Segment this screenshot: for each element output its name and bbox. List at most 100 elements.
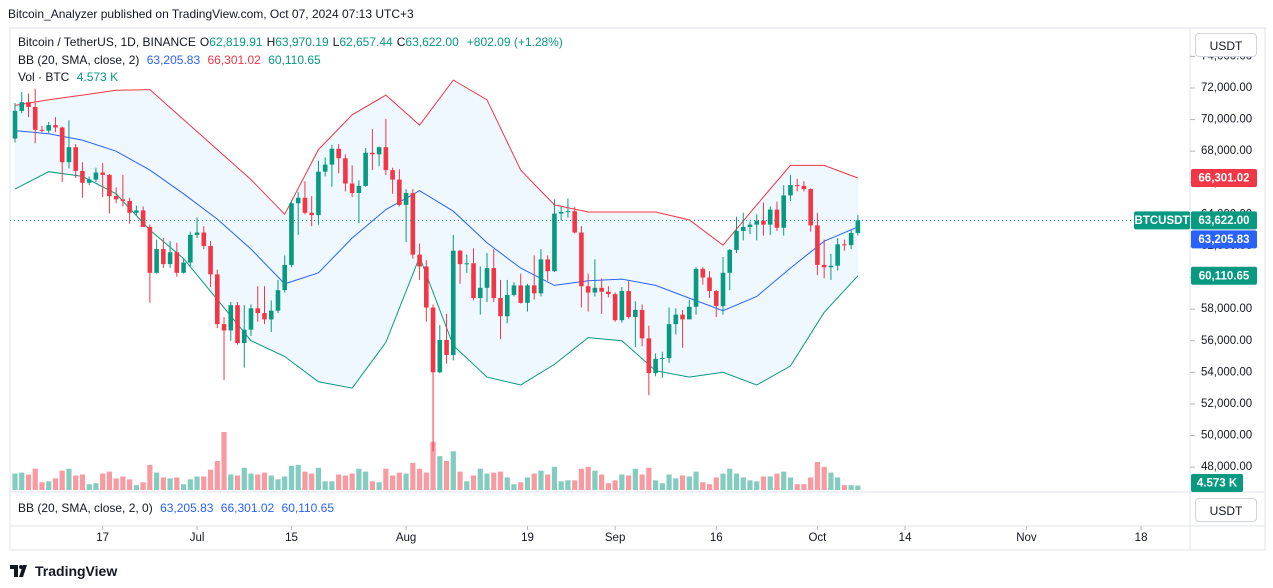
candle-body xyxy=(471,263,476,299)
volume-bar xyxy=(376,482,382,490)
candle-body xyxy=(504,294,510,317)
volume-bar xyxy=(592,470,598,490)
volume-bar xyxy=(612,480,618,490)
candle-body xyxy=(720,272,726,306)
candle-body xyxy=(268,310,274,320)
bb-lower-line xyxy=(14,171,859,389)
volume-bar xyxy=(349,473,355,490)
volume-bar xyxy=(497,471,504,490)
volume-bar xyxy=(39,482,45,490)
candle-body xyxy=(214,274,220,325)
volume-bar xyxy=(79,474,86,490)
bb-pane-name: BB (20, SMA, close, 2, 0) xyxy=(18,501,153,515)
volume-bar xyxy=(733,473,740,490)
y-tick-label: 52,000.00 xyxy=(1201,398,1252,410)
volume-bar xyxy=(666,474,672,490)
candle-body xyxy=(39,129,45,131)
bb-legend: BB (20, SMA, close, 2) 63,205.83 66,301.… xyxy=(18,53,325,67)
candle-body xyxy=(26,102,31,107)
bb-pane-middle: 63,205.83 xyxy=(160,501,214,515)
volume-bar xyxy=(160,477,166,490)
bb-middle: 63,205.83 xyxy=(146,53,201,67)
candle-body xyxy=(781,195,787,228)
candle-body xyxy=(531,285,537,294)
candle-body xyxy=(235,305,240,344)
candle-body xyxy=(842,244,847,246)
volume-bar xyxy=(572,480,578,490)
ohlc-value: 62,657.44 xyxy=(339,35,393,49)
volume-bar xyxy=(626,475,632,490)
currency-button[interactable]: USDT xyxy=(1195,33,1257,57)
candle-body xyxy=(282,264,288,291)
volume-bar xyxy=(686,476,692,490)
candle-body xyxy=(498,298,503,317)
candle-body xyxy=(208,245,213,275)
candle-body xyxy=(801,185,807,190)
candle-body xyxy=(255,308,261,314)
ohlc-label: L xyxy=(332,35,340,49)
candle-body xyxy=(821,264,827,268)
volume-bar xyxy=(646,467,652,490)
volume-bar xyxy=(383,468,389,490)
candle-body xyxy=(626,290,631,318)
bb-pane-lower: 60,110.65 xyxy=(281,501,335,515)
logo: TradingView xyxy=(10,563,117,579)
volume-bar xyxy=(416,468,423,490)
candle-body xyxy=(262,313,267,320)
volume-bar xyxy=(140,482,146,490)
symbol-badge-bg xyxy=(1134,211,1190,230)
candle-body xyxy=(437,339,443,373)
candle-body xyxy=(46,125,52,131)
candle-body xyxy=(336,148,341,159)
candle-body xyxy=(511,285,517,295)
candle-body xyxy=(80,170,85,183)
currency-button[interactable]: USDT xyxy=(1195,498,1257,522)
symbol-badge: BTCUSDT xyxy=(1135,215,1190,227)
volume-bar xyxy=(558,481,564,490)
middle-badge-bg xyxy=(1191,230,1257,249)
candle-body xyxy=(599,287,604,292)
volume-bar xyxy=(403,473,409,490)
volume-bar xyxy=(363,471,369,490)
volume-bar xyxy=(167,478,173,490)
candle-body xyxy=(713,290,719,306)
candle-body xyxy=(552,213,557,272)
plot-area xyxy=(10,79,1190,490)
volume-bar xyxy=(390,475,396,490)
publisher-line: Bitcoin_Analyzer published on TradingVie… xyxy=(8,7,414,21)
volume-bar xyxy=(464,481,470,490)
candle-body xyxy=(181,262,186,273)
volume-bar xyxy=(241,467,247,490)
x-tick-label: Aug xyxy=(396,532,416,544)
volume-bar xyxy=(423,472,429,490)
volume-bar xyxy=(848,485,854,490)
vol-value: 4.573 K xyxy=(76,70,119,84)
ohlc-values: O62,819.91 H63,970.19 L62,657.44 C63,622.00 xyxy=(200,35,463,49)
candle-body xyxy=(275,290,281,311)
candle-body xyxy=(73,147,78,171)
candle-body xyxy=(592,287,598,293)
candle-body xyxy=(120,199,126,201)
volume-bar xyxy=(511,484,517,490)
volume-bar xyxy=(113,478,119,490)
candle-body xyxy=(397,179,402,205)
candle-body xyxy=(538,259,544,294)
volume-bar xyxy=(59,470,65,490)
candle-body xyxy=(477,287,483,299)
candle-body xyxy=(174,252,180,273)
candle-body xyxy=(241,329,247,344)
volume-bar xyxy=(720,473,726,490)
volume-bar xyxy=(127,479,133,490)
ohlc-value: 62,819.91 xyxy=(209,35,263,49)
close-badge-bg xyxy=(1191,211,1257,230)
candle-body xyxy=(700,268,706,278)
lower-badge: 60,110.65 xyxy=(1199,270,1250,282)
x-tick-label: 15 xyxy=(285,532,298,544)
candle-body xyxy=(248,308,254,330)
candle-body xyxy=(646,338,652,374)
x-tick-label: 18 xyxy=(1135,532,1148,544)
candle-body xyxy=(383,147,389,171)
candle-body xyxy=(113,196,119,200)
volume-bar xyxy=(774,473,780,490)
candle-body xyxy=(808,189,813,226)
